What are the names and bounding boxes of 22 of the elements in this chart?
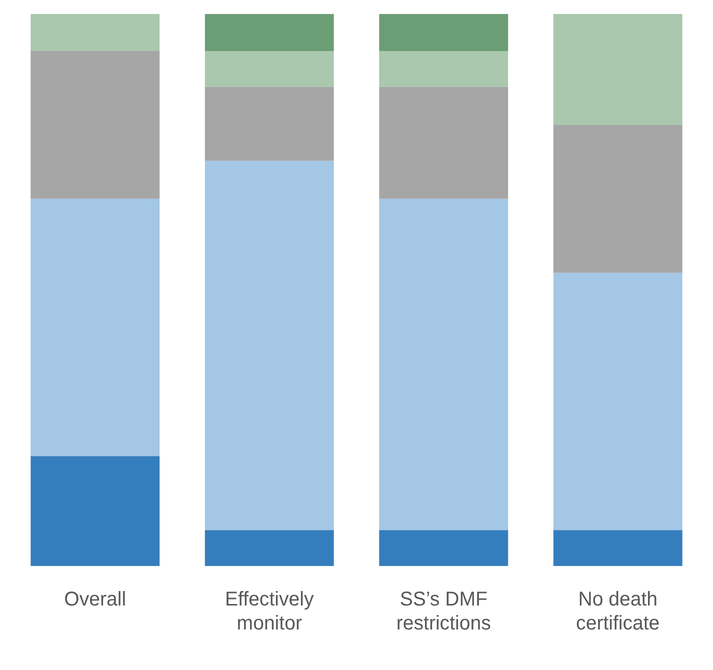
bar bbox=[30, 198, 160, 456]
bar bbox=[204, 14, 334, 51]
bar bbox=[30, 456, 160, 566]
bar bbox=[379, 198, 508, 530]
bar bbox=[30, 50, 160, 199]
bar bbox=[379, 86, 508, 199]
x-tick-label: Overall bbox=[64, 588, 126, 611]
bar bbox=[553, 14, 682, 125]
bar bbox=[379, 50, 508, 87]
x-tick-label: SS’s DMF restrictions bbox=[396, 588, 491, 635]
x-tick-label: No death certificate bbox=[576, 588, 660, 635]
bar bbox=[204, 530, 334, 566]
bar bbox=[204, 160, 334, 530]
bar bbox=[553, 272, 682, 530]
bar bbox=[204, 50, 334, 87]
x-tick-label: Effectively monitor bbox=[225, 588, 314, 635]
bar bbox=[379, 530, 508, 566]
bar bbox=[553, 530, 682, 566]
bar bbox=[30, 14, 160, 51]
bar bbox=[204, 86, 334, 161]
bar bbox=[379, 14, 508, 51]
bar bbox=[553, 124, 682, 273]
